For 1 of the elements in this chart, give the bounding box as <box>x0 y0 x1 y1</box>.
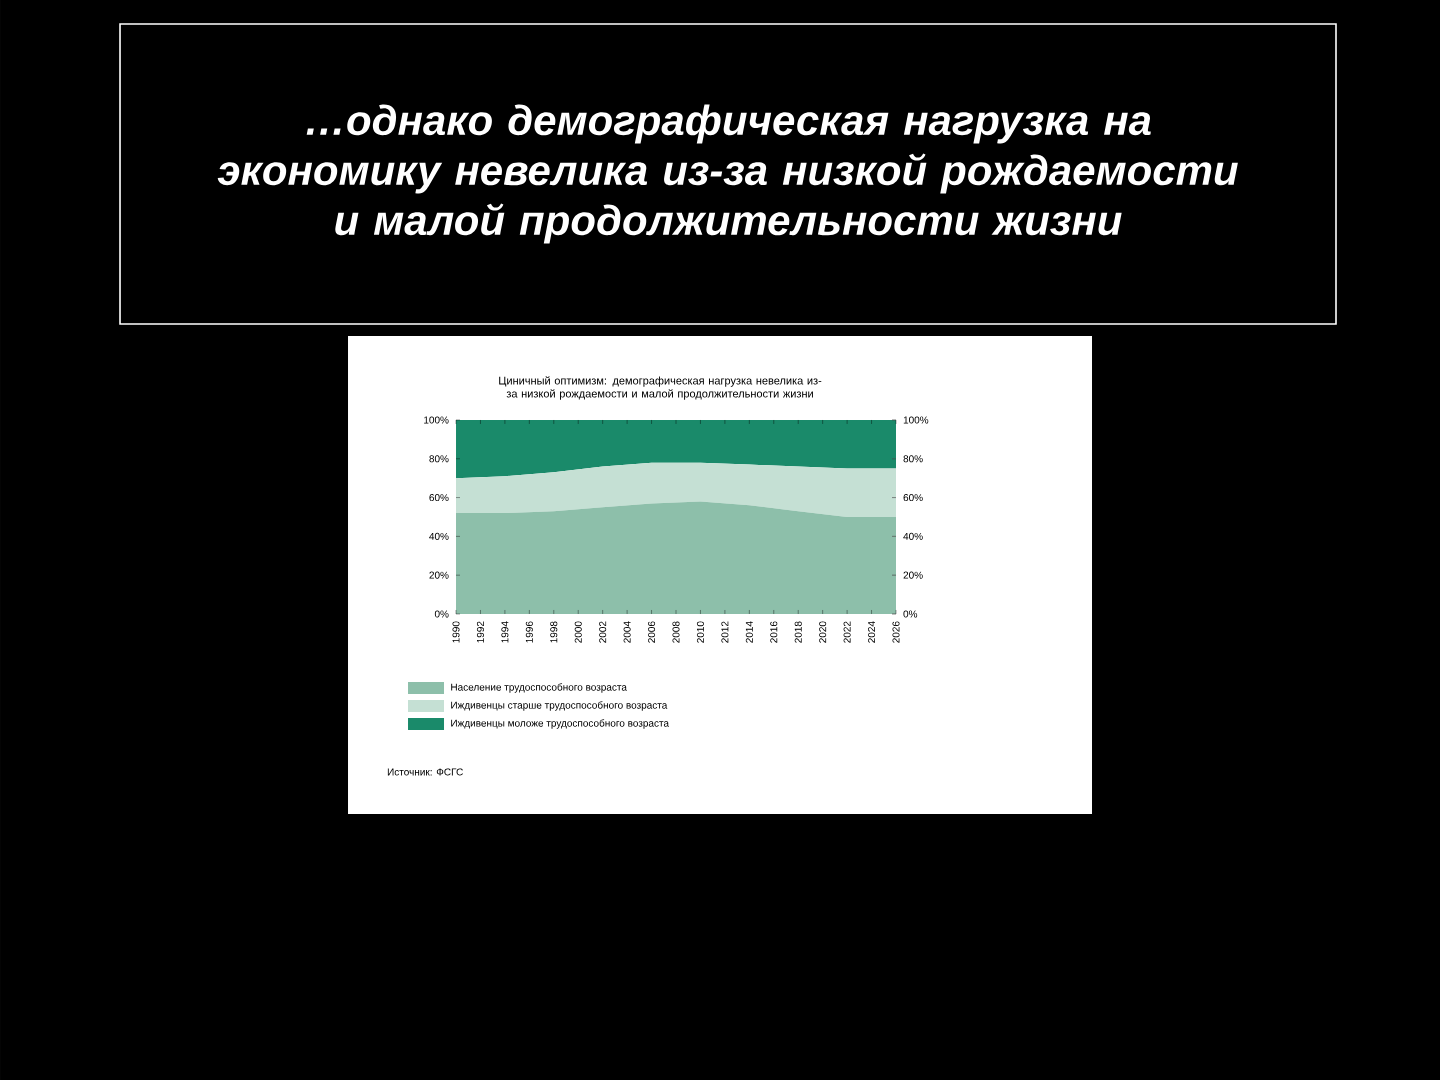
chart-title: …однако демографическая нагрузка на экономику невелика из-за низкой рождаемости и малой продолжительности жизни <box>217 104 1238 244</box>
